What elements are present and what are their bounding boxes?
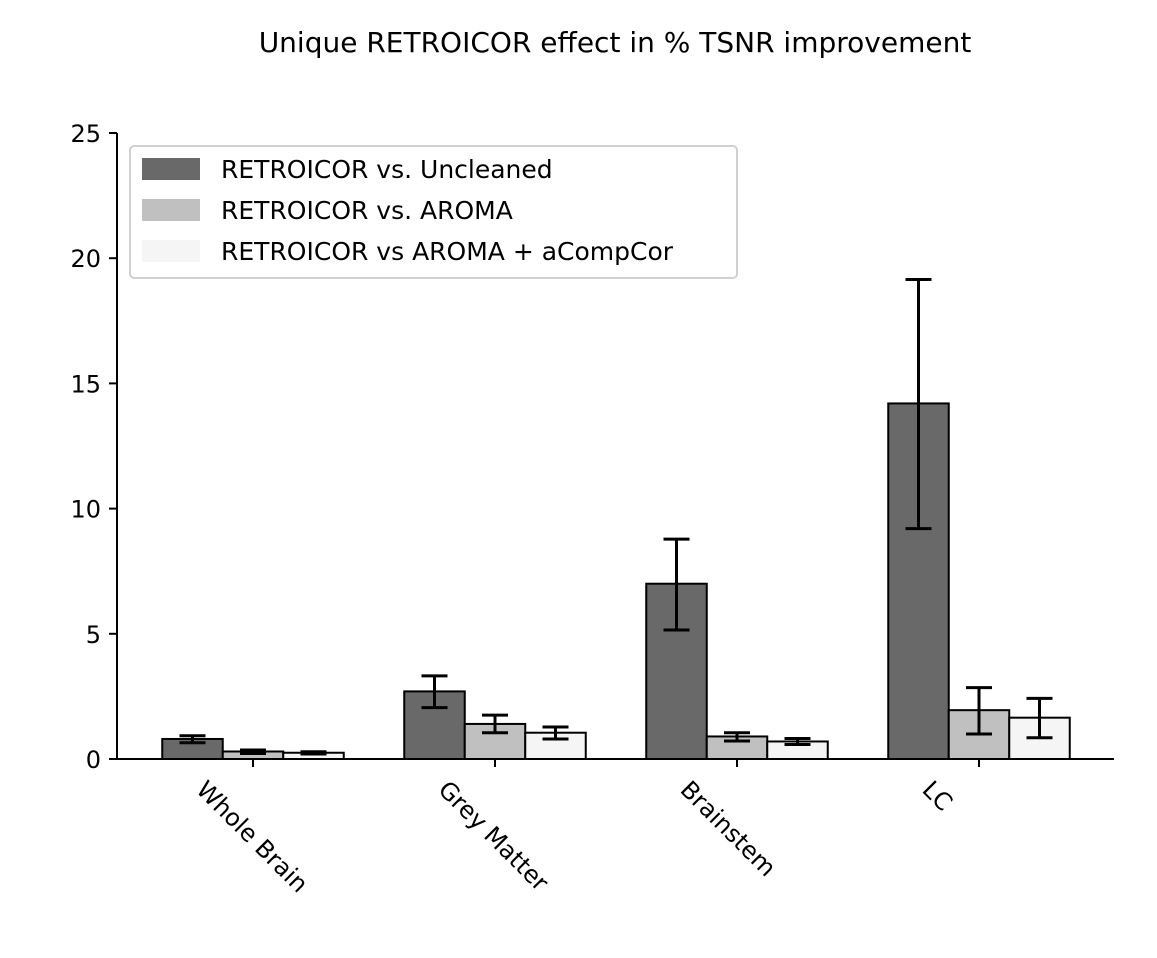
x-tick-label-lc: LC [917, 775, 958, 816]
legend-frame [129, 145, 738, 279]
bar-lc-retroicor-vs-uncleaned [887, 402, 950, 760]
y-tick-label-0: 0 [86, 746, 101, 774]
y-tick-label-10: 10 [70, 496, 101, 524]
y-tick-label-25: 25 [70, 120, 101, 148]
legend-label-retroicor-vs-aroma: RETROICOR vs. AROMA [221, 196, 513, 225]
x-tick-label-grey-matter: Grey Matter [433, 775, 554, 896]
legend-swatch-retroicor-vs-uncleaned [142, 158, 200, 180]
chart-title: Unique RETROICOR effect in % TSNR improv… [259, 26, 972, 59]
y-tick-label-15: 15 [70, 370, 101, 398]
x-tick-label-brainstem: Brainstem [675, 775, 782, 882]
bars-layer [161, 277, 1071, 761]
legend-swatch-retroicor-vs-aroma [142, 199, 200, 221]
legend-label-retroicor-vs-uncleaned: RETROICOR vs. Uncleaned [221, 155, 553, 184]
legend: RETROICOR vs. Uncleaned RETROICOR vs. ARO… [129, 145, 738, 279]
legend-label-retroicor-vs-aroma-acompcor: RETROICOR vs AROMA + aCompCor [221, 237, 674, 266]
y-tick-label-5: 5 [86, 621, 101, 649]
x-tick-label-whole-brain: Whole Brain [191, 775, 314, 898]
bar-brainstem-retroicor-vs-uncleaned [645, 582, 708, 760]
legend-swatch-retroicor-vs-aroma-acompcor [142, 240, 200, 262]
y-tick-label-20: 20 [70, 245, 101, 273]
